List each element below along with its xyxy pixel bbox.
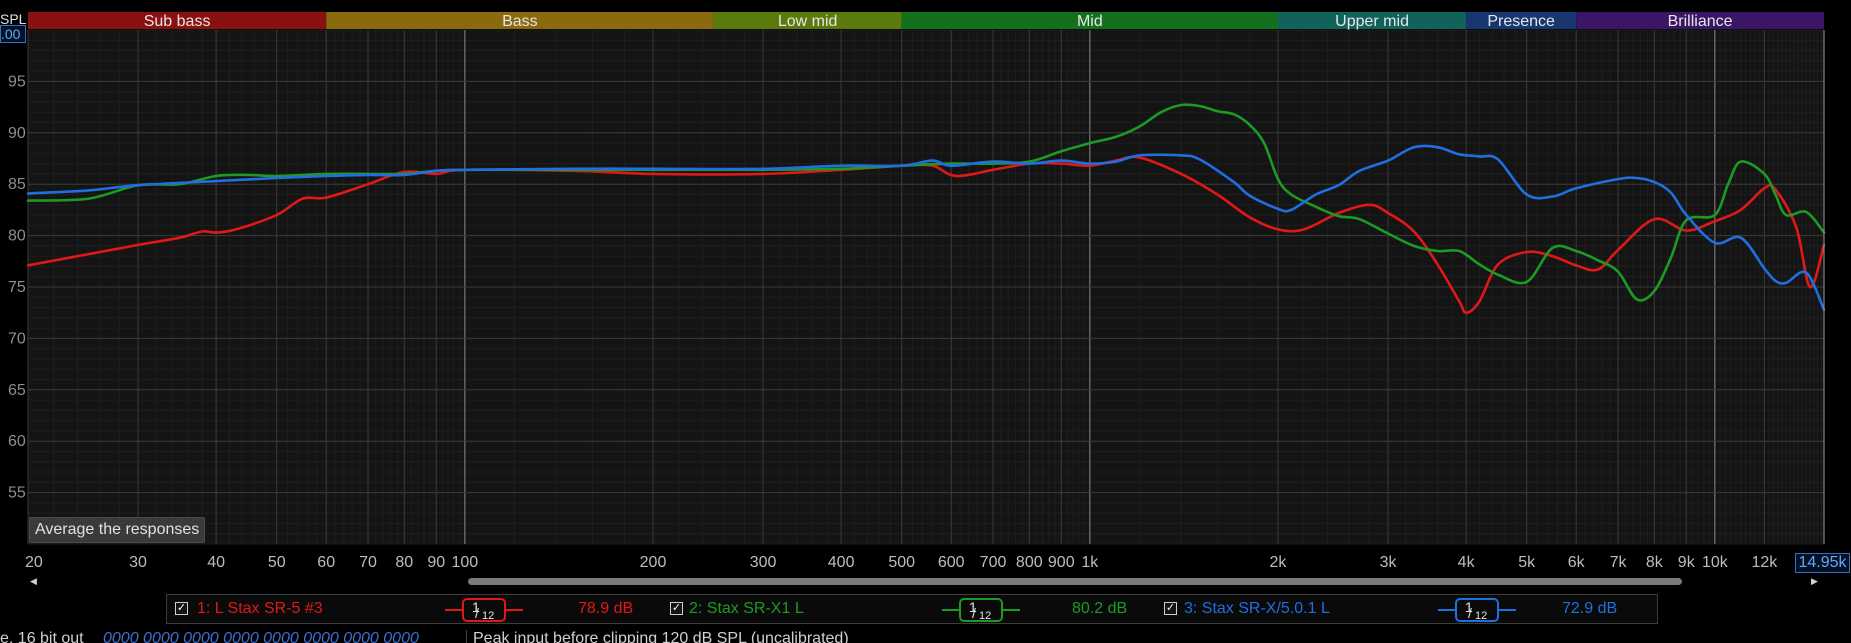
y-axis-tick-labels: 95 90 85 80 75 70 65 60 55 [8, 73, 26, 501]
x-tick-label: 700 [980, 554, 1007, 571]
x-tick-label: 5k [1518, 554, 1536, 571]
svg-text:/: / [475, 605, 479, 621]
legend-value-2: 80.2 dB [1072, 600, 1128, 617]
x-tick-label: 500 [888, 554, 915, 571]
band-label: Presence [1487, 13, 1555, 30]
y-tick-label: 55 [8, 485, 26, 502]
legend-item-1: ✓ 1: L Stax SR-5 #3 1 / 12 78.9 dB [167, 595, 667, 623]
svg-text:/: / [1468, 605, 1472, 621]
scrollbar-thumb[interactable] [468, 578, 1682, 585]
smoothing-selector-2[interactable]: 1 / 12 [942, 598, 1028, 622]
legend-label-3: 3: Stax SR-X/5.0.1 L [1184, 600, 1330, 617]
svg-text:1: 1 [1465, 599, 1473, 615]
svg-text:1: 1 [969, 599, 977, 615]
average-responses-button[interactable]: Average the responses [29, 517, 206, 543]
x-tick-label: 300 [750, 554, 777, 571]
x-tick-label: 90 [427, 554, 445, 571]
series-line-1[interactable] [26, 155, 1826, 314]
x-tick-label: 3k [1380, 554, 1398, 571]
legend-item-3: ✓ 3: Stax SR-X/5.0.1 L 1 / 12 72.9 dB [1161, 595, 1657, 623]
y-axis-title: SPL [0, 11, 27, 27]
svg-text:/: / [972, 605, 976, 621]
x-tick-label: 6k [1568, 554, 1586, 571]
frequency-bands: Sub bass Bass Low mid Mid Upper mid Presence B… [28, 12, 1824, 30]
band-bass [326, 12, 714, 29]
x-axis-tick-labels: 20 30 40 50 60 70 80 90 100 200 300 400 500 600 700 800… [25, 554, 1778, 571]
x-tick-label: 40 [207, 554, 225, 571]
smoothing-selector-1[interactable]: 1 / 12 [445, 598, 531, 622]
band-label: Upper mid [1335, 13, 1409, 30]
x-tick-label: 30 [129, 554, 147, 571]
legend-value-3: 72.9 dB [1562, 600, 1618, 617]
scroll-left-arrow-icon[interactable]: ◀ [30, 576, 37, 586]
band-label: Bass [502, 13, 538, 30]
smoothing-icon: 1 / 12 [942, 598, 1020, 622]
band-low-mid [713, 12, 902, 29]
x-tick-label: 50 [268, 554, 286, 571]
band-label: Sub bass [144, 13, 211, 30]
status-peak-input: Peak input before clipping 120 dB SPL (u… [466, 630, 849, 643]
x-tick-label: 800 [1016, 554, 1043, 571]
legend-label-1: 1: L Stax SR-5 #3 [197, 600, 323, 617]
band-sub-bass [28, 12, 327, 29]
x-tick-label: 9k [1678, 554, 1696, 571]
response-curves[interactable] [26, 103, 1826, 314]
x-tick-label: 2k [1270, 554, 1288, 571]
band-label: Brilliance [1668, 13, 1733, 30]
smoothing-icon: 1 / 12 [1438, 598, 1516, 622]
legend-checkbox-3[interactable]: ✓ [1164, 602, 1177, 615]
x-tick-label: 8k [1646, 554, 1664, 571]
status-bar: e, 16 bit out 0000 0000 0000 0000 0000 0… [0, 630, 1851, 643]
legend-item-2: ✓ 2: Stax SR-X1 L 1 / 12 80.2 dB [667, 595, 1161, 623]
y-tick-label: 85 [8, 176, 26, 193]
legend-value-1: 78.9 dB [578, 600, 634, 617]
series-line-3[interactable] [26, 144, 1826, 311]
status-level-codes: 0000 0000 0000 0000 0000 0000 0000 0000 [103, 630, 419, 643]
x-axis-max-field[interactable]: 14.95k [1795, 553, 1850, 573]
legend-panel: ✓ 1: L Stax SR-5 #3 1 / 12 78.9 dB ✓ 2: … [166, 594, 1658, 624]
x-tick-label: 4k [1458, 554, 1476, 571]
legend-checkbox-1[interactable]: ✓ [175, 602, 188, 615]
band-label: Low mid [778, 13, 838, 30]
status-output-format: e, 16 bit out [0, 630, 84, 643]
y-axis-max-field[interactable]: .00 [0, 25, 26, 43]
x-tick-label: 7k [1610, 554, 1628, 571]
x-tick-label: 200 [640, 554, 667, 571]
svg-text:12: 12 [1475, 610, 1487, 622]
y-tick-label: 60 [8, 433, 26, 450]
x-tick-label: 12k [1751, 554, 1778, 571]
legend-label-2: 2: Stax SR-X1 L [689, 600, 804, 617]
band-label: Mid [1077, 13, 1103, 30]
x-tick-label: 100 [452, 554, 479, 571]
y-tick-label: 80 [8, 228, 26, 245]
scroll-right-arrow-icon[interactable]: ▶ [1811, 576, 1818, 586]
x-tick-label: 80 [395, 554, 413, 571]
svg-text:12: 12 [979, 610, 991, 622]
band-upper-mid [1277, 12, 1467, 29]
smoothing-icon: 1 / 12 [445, 598, 523, 622]
x-tick-label: 400 [828, 554, 855, 571]
band-mid [901, 12, 1278, 29]
x-tick-label: 1k [1081, 554, 1099, 571]
smoothing-selector-3[interactable]: 1 / 12 [1438, 598, 1524, 622]
legend-checkbox-2[interactable]: ✓ [670, 602, 683, 615]
y-tick-label: 70 [8, 330, 26, 347]
x-tick-label: 70 [359, 554, 377, 571]
band-presence [1466, 12, 1577, 29]
x-tick-label: 10k [1702, 554, 1729, 571]
y-tick-label: 75 [8, 279, 26, 296]
y-tick-label: 90 [8, 125, 26, 142]
svg-text:12: 12 [482, 610, 494, 622]
y-tick-label: 65 [8, 382, 26, 399]
y-tick-label: 95 [8, 73, 26, 90]
x-tick-label: 20 [25, 554, 43, 571]
x-tick-label: 900 [1048, 554, 1075, 571]
x-tick-label: 600 [938, 554, 965, 571]
x-tick-label: 60 [317, 554, 335, 571]
band-brilliance [1576, 12, 1824, 29]
major-grid [27, 30, 1824, 544]
svg-text:1: 1 [472, 599, 480, 615]
